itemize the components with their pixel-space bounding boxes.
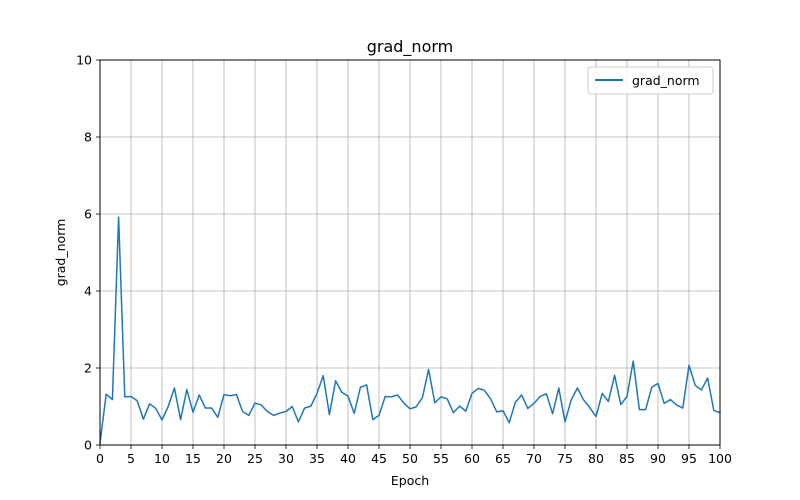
chart-title: grad_norm <box>367 37 454 57</box>
x-tick-label: 25 <box>247 451 263 466</box>
y-tick-label: 10 <box>76 53 92 68</box>
x-tick-label: 0 <box>96 451 104 466</box>
x-tick-label: 60 <box>464 451 480 466</box>
x-tick-label: 90 <box>650 451 666 466</box>
x-tick-label: 95 <box>681 451 697 466</box>
x-tick-label: 50 <box>402 451 418 466</box>
x-tick-label: 5 <box>127 451 135 466</box>
legend-label: grad_norm <box>632 73 700 88</box>
legend-box <box>587 66 714 95</box>
x-tick-label: 45 <box>371 451 387 466</box>
y-tick-label: 4 <box>84 284 92 299</box>
axis-ticks: 0 5 10 15 20 25 30 35 40 45 50 55 60 65 70 75 80 85 90 95 10… <box>76 53 732 467</box>
x-tick-label: 20 <box>216 451 232 466</box>
legend: grad_norm <box>587 66 714 95</box>
x-tick-label: 80 <box>588 451 604 466</box>
x-tick-label: 35 <box>309 451 325 466</box>
x-axis-label: Epoch <box>391 473 429 488</box>
y-tick-label: 0 <box>84 438 92 453</box>
series-line-grad-norm <box>99 216 721 444</box>
grid <box>99 59 721 446</box>
x-tick-label: 75 <box>557 451 573 466</box>
y-axis-label: grad_norm <box>53 219 68 287</box>
x-tick-label: 15 <box>185 451 201 466</box>
series-layer <box>99 216 721 444</box>
x-tick-label: 40 <box>340 451 356 466</box>
x-tick-label: 70 <box>526 451 542 466</box>
x-tick-label: 85 <box>619 451 635 466</box>
x-tick-label: 30 <box>278 451 294 466</box>
x-tick-label: 55 <box>433 451 449 466</box>
x-tick-label: 65 <box>495 451 511 466</box>
x-tick-label: 100 <box>708 451 732 466</box>
x-tick-label: 10 <box>154 451 170 466</box>
y-tick-label: 6 <box>84 207 92 222</box>
y-tick-label: 2 <box>84 361 92 376</box>
y-tick-label: 8 <box>84 130 92 145</box>
